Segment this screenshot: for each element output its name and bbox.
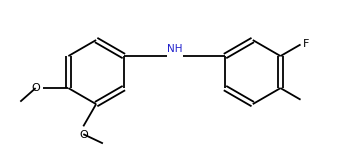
Text: O: O — [31, 83, 40, 93]
Text: NH: NH — [167, 44, 182, 54]
Text: F: F — [303, 40, 309, 50]
Text: O: O — [79, 130, 88, 140]
